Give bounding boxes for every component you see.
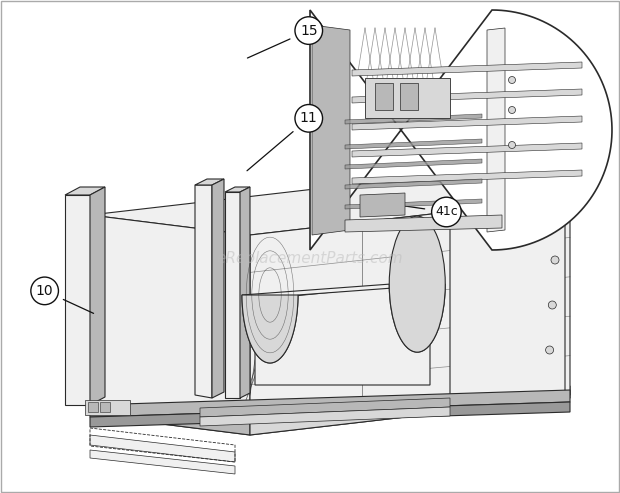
Polygon shape (65, 195, 90, 405)
Polygon shape (352, 116, 582, 130)
Polygon shape (312, 25, 350, 235)
Circle shape (295, 17, 322, 44)
Polygon shape (90, 403, 250, 435)
Circle shape (548, 301, 556, 309)
Polygon shape (65, 187, 105, 195)
Circle shape (551, 256, 559, 264)
Text: 10: 10 (36, 284, 53, 298)
Polygon shape (212, 179, 224, 398)
Polygon shape (100, 402, 110, 412)
Circle shape (508, 76, 515, 83)
Polygon shape (90, 450, 235, 474)
Polygon shape (88, 402, 98, 412)
Polygon shape (240, 187, 250, 398)
Polygon shape (365, 78, 450, 118)
Text: 41c: 41c (435, 206, 458, 218)
Polygon shape (90, 215, 250, 422)
Polygon shape (85, 400, 130, 415)
Polygon shape (90, 403, 250, 419)
Polygon shape (90, 178, 570, 235)
Polygon shape (242, 284, 445, 363)
Polygon shape (195, 185, 212, 398)
Polygon shape (487, 28, 505, 232)
Polygon shape (345, 179, 482, 189)
Polygon shape (200, 407, 450, 426)
Polygon shape (200, 398, 450, 417)
Circle shape (546, 346, 554, 354)
Polygon shape (345, 215, 502, 232)
Polygon shape (310, 10, 612, 250)
Polygon shape (345, 159, 482, 169)
Polygon shape (90, 402, 570, 427)
Polygon shape (90, 187, 105, 405)
Polygon shape (375, 83, 393, 110)
Polygon shape (352, 89, 582, 103)
Polygon shape (345, 199, 482, 209)
Polygon shape (352, 143, 582, 157)
Polygon shape (195, 179, 224, 185)
Text: eReplacementParts.com: eReplacementParts.com (216, 251, 404, 266)
Circle shape (508, 141, 515, 148)
Polygon shape (255, 282, 430, 385)
Polygon shape (400, 83, 418, 110)
Circle shape (432, 197, 461, 227)
Text: 11: 11 (300, 111, 317, 125)
Polygon shape (250, 198, 570, 422)
Polygon shape (352, 170, 582, 184)
Polygon shape (250, 386, 570, 435)
Polygon shape (450, 202, 565, 408)
Polygon shape (345, 114, 482, 124)
Polygon shape (90, 435, 235, 462)
Polygon shape (310, 10, 612, 250)
Ellipse shape (389, 216, 445, 352)
Polygon shape (345, 139, 482, 149)
Polygon shape (242, 295, 298, 363)
Circle shape (295, 105, 322, 132)
Circle shape (508, 106, 515, 113)
Polygon shape (90, 378, 570, 435)
Polygon shape (225, 187, 250, 192)
Text: 15: 15 (300, 24, 317, 37)
Polygon shape (360, 193, 405, 217)
Polygon shape (225, 192, 240, 398)
Polygon shape (352, 62, 582, 76)
Polygon shape (90, 390, 570, 417)
Circle shape (31, 277, 58, 305)
